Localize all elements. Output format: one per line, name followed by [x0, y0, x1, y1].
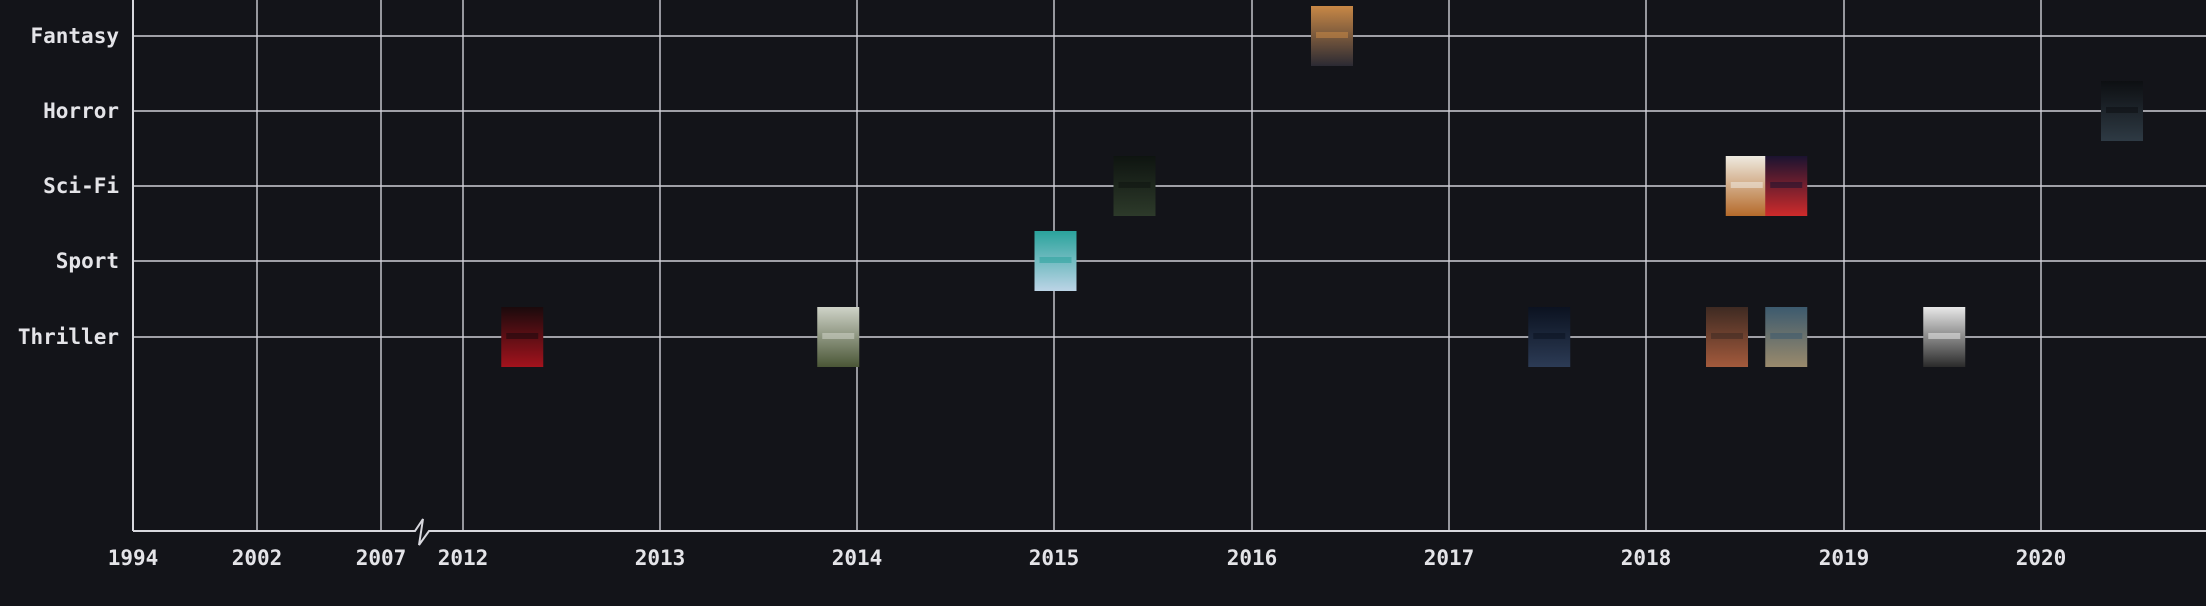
- poster-marker[interactable]: [1311, 6, 1353, 66]
- y-tick-label-horror: Horror: [43, 99, 119, 123]
- y-tick-label-fantasy: Fantasy: [30, 24, 119, 48]
- poster-marker[interactable]: [817, 307, 860, 367]
- y-tick-label-sci-fi: Sci-Fi: [43, 174, 119, 198]
- x-tick-label-2017: 2017: [1424, 546, 1475, 570]
- poster-title-band: [1730, 182, 1763, 188]
- x-tick-label-2016: 2016: [1227, 546, 1278, 570]
- poster-title-band: [1770, 182, 1803, 188]
- axes: [132, 0, 2206, 546]
- poster-title-band: [1711, 333, 1743, 339]
- poster-title-band: [1928, 333, 1961, 339]
- x-axis-tick-labels: 1994 2002 2007 2012 2013 2014 2015 2016 2017 2018…: [108, 546, 2067, 570]
- x-axis-line-with-break: [133, 518, 2206, 546]
- poster-marker[interactable]: [1528, 307, 1571, 367]
- poster-title-band: [822, 333, 855, 339]
- x-tick-label-2007: 2007: [356, 546, 407, 570]
- x-tick-label-2002: 2002: [232, 546, 283, 570]
- poster-title-band: [1118, 182, 1151, 188]
- y-tick-label-thriller: Thriller: [18, 325, 119, 349]
- x-tick-label-2015: 2015: [1029, 546, 1080, 570]
- poster-title-band: [1039, 257, 1072, 263]
- poster-title-band: [1316, 32, 1348, 38]
- y-tick-label-sport: Sport: [56, 249, 119, 273]
- poster-title-band: [506, 333, 539, 339]
- poster-marker[interactable]: [1706, 307, 1748, 367]
- horizontal-gridlines: [133, 35, 2206, 338]
- poster-marker[interactable]: [1725, 156, 1768, 216]
- poster-title-band: [2106, 107, 2138, 113]
- x-tick-label-2018: 2018: [1621, 546, 1672, 570]
- poster-marker[interactable]: [1765, 307, 1808, 367]
- x-tick-label-2012: 2012: [438, 546, 489, 570]
- x-tick-label-1994: 1994: [108, 546, 159, 570]
- y-axis-tick-labels: Fantasy Horror Sci-Fi Sport Thriller: [18, 24, 119, 349]
- x-tick-label-2019: 2019: [1819, 546, 1870, 570]
- poster-marker[interactable]: [1113, 156, 1156, 216]
- poster-marker[interactable]: [1923, 307, 1966, 367]
- poster-title-band: [1533, 333, 1566, 339]
- poster-title-band: [1770, 333, 1803, 339]
- poster-marker[interactable]: [2101, 81, 2143, 141]
- poster-marker[interactable]: [501, 307, 544, 367]
- x-tick-label-2013: 2013: [635, 546, 686, 570]
- x-tick-label-2014: 2014: [832, 546, 883, 570]
- x-tick-label-2020: 2020: [2016, 546, 2067, 570]
- vertical-gridlines: [256, 0, 2042, 531]
- poster-marker[interactable]: [1765, 156, 1808, 216]
- poster-marker[interactable]: [1034, 231, 1077, 291]
- poster-markers: [501, 6, 2143, 367]
